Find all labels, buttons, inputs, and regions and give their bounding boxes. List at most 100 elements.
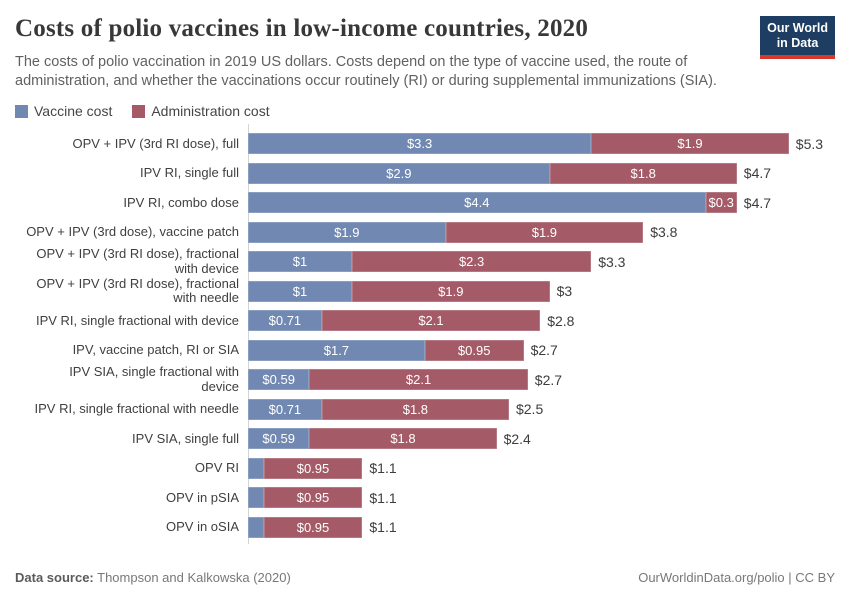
bar-value-label: $1.9: [438, 283, 464, 299]
bar-value-label: $0.59: [262, 431, 295, 447]
bar-value-label: $0.71: [268, 401, 302, 417]
administration-cost-segment[interactable]: $1.9: [591, 133, 789, 155]
vaccine-cost-segment[interactable]: [248, 457, 264, 479]
bar-row-label: OPV + IPV (3rd dose), vaccine patch: [15, 225, 248, 240]
bar-track: $0.59 $1.8 $2.4: [248, 428, 531, 450]
bar-total-label: $2.4: [503, 430, 531, 447]
bar-total-label: $2.7: [534, 371, 563, 388]
bar-row-label-line: OPV + IPV (3rd RI dose), full: [72, 135, 239, 151]
bar-value-label: $1.7: [323, 342, 350, 358]
bar-value-label: $0.71: [268, 313, 302, 329]
bar-row-label: OPV RI: [15, 461, 248, 476]
bar-row-label: OPV + IPV (3rd RI dose), full: [15, 135, 248, 152]
vaccine-cost-segment[interactable]: [248, 487, 264, 509]
bar-row-label: IPV RI, single fractional with device: [15, 313, 248, 329]
owid-logo[interactable]: Our World in Data: [760, 16, 835, 59]
bar-row-label-line: IPV RI, single fractional with needle: [34, 401, 240, 417]
vaccine-cost-segment[interactable]: $0.71: [248, 310, 322, 332]
vaccine-cost-segment[interactable]: $1: [248, 280, 352, 302]
bar-row: IPV RI, combo dose $4.4 $0.3 $4.7: [15, 188, 835, 218]
administration-cost-segment[interactable]: $0.95: [424, 339, 524, 361]
bar-row-label-line: OPV RI: [194, 460, 239, 476]
header: Costs of polio vaccines in low-income co…: [15, 14, 835, 59]
bar-total-label: $3.3: [598, 253, 626, 270]
vaccine-cost-segment[interactable]: $1.9: [248, 221, 446, 243]
bar-chart: OPV + IPV (3rd RI dose), full $3.3 $1.9 $5.…: [15, 124, 835, 545]
bar-total-label: $3.8: [650, 224, 678, 241]
legend-item-administration-cost[interactable]: Administration cost: [132, 103, 270, 120]
bar-total-label: $2.8: [547, 312, 575, 329]
vaccine-cost-segment[interactable]: $1: [248, 251, 352, 273]
legend: Vaccine cost Administration cost: [15, 103, 835, 119]
vaccine-cost-segment[interactable]: $4.4: [248, 192, 706, 214]
bar-row-label-line: IPV RI, combo dose: [123, 194, 239, 210]
bar-row-label: IPV SIA, single full: [15, 430, 248, 447]
vaccine-cost-segment[interactable]: $0.59: [248, 369, 310, 391]
data-source-label: Data source:: [15, 570, 94, 585]
bar-value-label: $0.3: [708, 195, 734, 211]
administration-cost-segment[interactable]: $1.8: [309, 428, 497, 450]
vaccine-cost-segment[interactable]: $0.59: [248, 428, 310, 450]
bar-total-label: $4.7: [743, 194, 772, 211]
bar-row-label: IPV SIA, single fractional with device: [15, 365, 248, 394]
legend-swatch-icon: [132, 104, 146, 118]
vaccine-cost-segment[interactable]: $0.71: [248, 398, 322, 420]
bar-row-label-line: OPV in pSIA: [166, 489, 239, 505]
administration-cost-segment[interactable]: $2.1: [321, 310, 541, 332]
bar-value-label: $2.1: [418, 313, 444, 329]
administration-cost-segment[interactable]: $1.9: [445, 221, 644, 243]
bar-row-label-line: IPV RI, single full: [140, 165, 239, 181]
bar-row-label-line: OPV in oSIA: [166, 519, 239, 535]
bar-total-label: $2.7: [530, 342, 558, 359]
bar-track: $2.9 $1.8 $4.7: [248, 162, 771, 184]
bar-row-label: IPV RI, single full: [15, 166, 248, 181]
vaccine-cost-segment[interactable]: $1.7: [248, 339, 425, 361]
bar-value-label: $0.59: [262, 372, 295, 388]
bar-row-label: OPV + IPV (3rd RI dose), fractional with …: [15, 247, 248, 276]
bar-row: IPV RI, single fractional with device $0.…: [15, 306, 835, 336]
administration-cost-segment[interactable]: $0.95: [263, 487, 363, 509]
administration-cost-segment[interactable]: $1.9: [352, 280, 550, 302]
bar-track: $1 $1.9 $3: [248, 280, 572, 302]
bar-row-label-line: OPV + IPV (3rd RI dose), fractional: [36, 275, 239, 291]
chart-subtitle: The costs of polio vaccination in 2019 U…: [15, 54, 717, 89]
administration-cost-segment[interactable]: $1.8: [549, 162, 737, 184]
administration-cost-segment[interactable]: $2.1: [309, 369, 528, 391]
bar-value-label: $1: [292, 254, 308, 270]
bar-value-label: $2.1: [405, 372, 432, 388]
page-title: Costs of polio vaccines in low-income co…: [15, 15, 589, 42]
administration-cost-segment[interactable]: $0.95: [263, 457, 363, 479]
y-axis-line: [248, 124, 249, 545]
bar-row-label-line: with needle: [173, 290, 239, 306]
bar-value-label: $2.3: [458, 254, 485, 270]
bar-track: $0.95 $1.1: [248, 516, 397, 538]
bar-value-label: $0.95: [457, 342, 491, 358]
bar-track: $0.71 $1.8 $2.5: [248, 398, 544, 420]
vaccine-cost-segment[interactable]: $3.3: [248, 133, 592, 155]
legend-label: Administration cost: [151, 103, 270, 120]
bar-total-label: $2.5: [515, 401, 544, 418]
bar-value-label: $0.95: [296, 460, 330, 476]
administration-cost-segment[interactable]: $0.95: [263, 516, 363, 538]
vaccine-cost-segment[interactable]: $2.9: [248, 162, 550, 184]
data-source: Data source: Thompson and Kalkowska (202…: [15, 570, 291, 585]
bar-row-label-line: IPV SIA, single full: [132, 430, 239, 446]
bar-value-label: $1.9: [677, 136, 703, 152]
legend-item-vaccine-cost[interactable]: Vaccine cost: [15, 103, 112, 119]
credit-link[interactable]: OurWorldinData.org/polio | CC BY: [638, 570, 835, 585]
vaccine-cost-segment[interactable]: [248, 516, 264, 538]
bar-row-label-line: OPV + IPV (3rd dose), vaccine patch: [26, 224, 239, 240]
bar-value-label: $0.95: [296, 519, 330, 535]
bar-row-label: OPV in pSIA: [15, 489, 248, 506]
bar-row-label: IPV RI, combo dose: [15, 194, 248, 211]
bar-track: $0.95 $1.1: [248, 457, 397, 479]
bar-row-label: OPV in oSIA: [15, 520, 248, 535]
administration-cost-segment[interactable]: $0.3: [705, 192, 737, 214]
administration-cost-segment[interactable]: $1.8: [321, 398, 509, 420]
owid-logo-line1: Our World: [767, 21, 828, 35]
bar-row: OPV + IPV (3rd RI dose), full $3.3 $1.9 $5.…: [15, 129, 835, 159]
bar-row: IPV SIA, single full $0.59 $1.8 $2.4: [15, 424, 835, 454]
administration-cost-segment[interactable]: $2.3: [352, 251, 592, 273]
bar-row-label-line: with device: [174, 260, 239, 276]
